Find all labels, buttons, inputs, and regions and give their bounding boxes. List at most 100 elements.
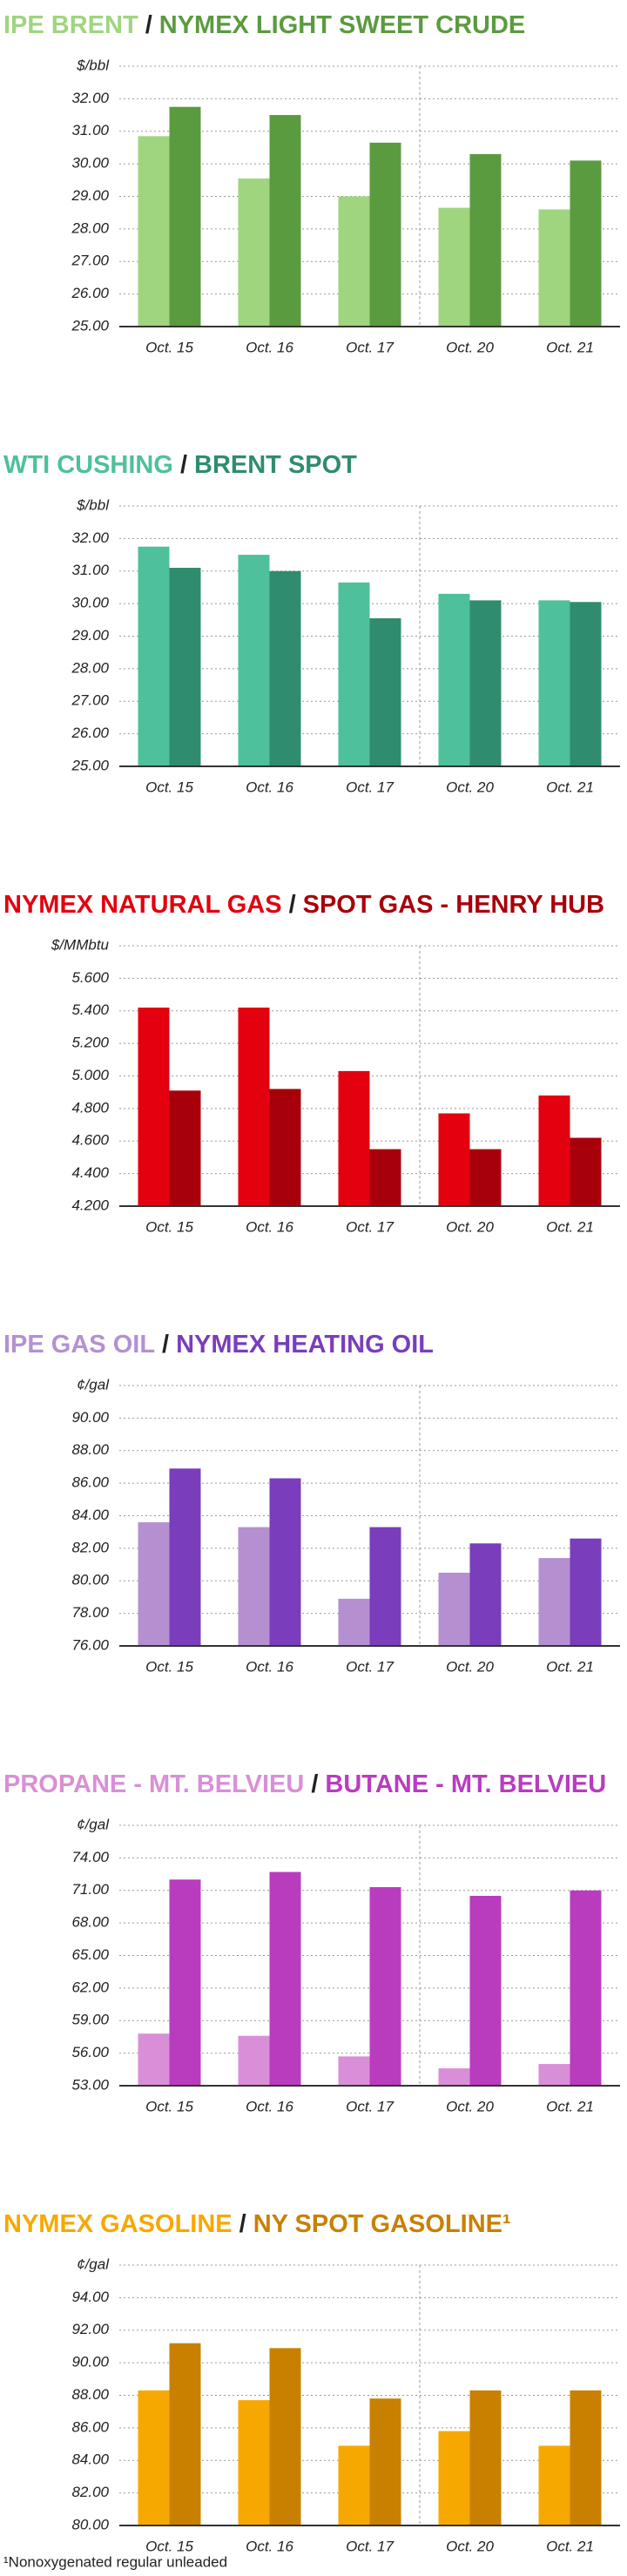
y-tick-label: 27.00 bbox=[71, 692, 109, 709]
x-tick-label: Oct. 20 bbox=[446, 1218, 494, 1235]
y-tick-label: 71.00 bbox=[71, 1881, 109, 1898]
x-tick-label: Oct. 20 bbox=[446, 339, 494, 355]
bar bbox=[169, 1879, 201, 2086]
y-tick-label: 26.00 bbox=[71, 285, 109, 301]
bar bbox=[438, 2068, 470, 2086]
y-tick-label: 68.00 bbox=[71, 1914, 109, 1931]
bar bbox=[538, 209, 570, 327]
chart-title: IPE BRENT / NYMEX LIGHT SWEET CRUDE bbox=[3, 11, 525, 39]
legend-entry: NY SPOT GASOLINE¹ bbox=[253, 2210, 511, 2238]
y-tick-label: 80.00 bbox=[71, 2516, 109, 2532]
legend-entry: BUTANE - MT. BELVIEU bbox=[325, 1770, 606, 1798]
bar bbox=[269, 1089, 301, 1206]
bar bbox=[469, 153, 502, 327]
y-tick-label: 78.00 bbox=[71, 1604, 109, 1621]
bar bbox=[469, 1149, 502, 1206]
y-tick-label: 29.00 bbox=[71, 187, 109, 204]
y-tick-label: 4.400 bbox=[71, 1164, 109, 1181]
bar bbox=[338, 196, 370, 327]
title-separator: / bbox=[162, 1331, 169, 1359]
x-tick-label: Oct. 15 bbox=[145, 2538, 193, 2554]
bar bbox=[138, 2390, 170, 2525]
y-tick-label: 82.00 bbox=[71, 2484, 109, 2500]
x-tick-label: Oct. 21 bbox=[546, 779, 594, 795]
bar bbox=[169, 1090, 201, 1206]
bar bbox=[469, 600, 502, 766]
x-tick-label: Oct. 21 bbox=[546, 2098, 594, 2114]
bar bbox=[338, 1070, 370, 1206]
bar bbox=[238, 2400, 270, 2525]
legend-entry: IPE GAS OIL bbox=[3, 1331, 155, 1359]
x-tick-label: Oct. 20 bbox=[446, 779, 494, 795]
legend-entry: SPOT GAS - HENRY HUB bbox=[303, 891, 604, 919]
y-tick-label: 28.00 bbox=[71, 219, 109, 236]
bar bbox=[138, 136, 170, 327]
bar bbox=[169, 568, 201, 766]
bar bbox=[369, 617, 401, 766]
unit-label: $/MMbtu bbox=[51, 936, 110, 953]
bar bbox=[169, 106, 201, 327]
bar bbox=[138, 1521, 170, 1646]
bar bbox=[238, 178, 270, 327]
x-tick-label: Oct. 21 bbox=[546, 2538, 594, 2554]
bar bbox=[570, 1137, 602, 1206]
x-tick-label: Oct. 17 bbox=[346, 2538, 394, 2554]
y-tick-label: 30.00 bbox=[71, 595, 109, 611]
y-tick-label: 88.00 bbox=[71, 1441, 109, 1458]
chart-title: NYMEX NATURAL GAS / SPOT GAS - HENRY HUB bbox=[3, 891, 604, 919]
y-tick-label: 80.00 bbox=[71, 1572, 109, 1588]
y-tick-label: 4.200 bbox=[71, 1197, 109, 1213]
bar bbox=[138, 546, 170, 766]
x-tick-label: Oct. 16 bbox=[246, 1218, 293, 1235]
y-tick-label: 28.00 bbox=[71, 659, 109, 676]
x-tick-label: Oct. 15 bbox=[145, 339, 193, 355]
bar bbox=[469, 1895, 502, 2086]
y-tick-label: 31.00 bbox=[71, 122, 109, 138]
y-tick-label: 65.00 bbox=[71, 1946, 109, 1963]
title-separator: / bbox=[289, 891, 296, 919]
y-tick-label: 59.00 bbox=[71, 2012, 109, 2028]
y-tick-label: 86.00 bbox=[71, 1474, 109, 1491]
y-tick-label: 76.00 bbox=[71, 1636, 109, 1653]
legend-entry: IPE BRENT bbox=[3, 11, 138, 39]
bar bbox=[538, 1095, 570, 1206]
x-tick-label: Oct. 21 bbox=[546, 1218, 594, 1235]
x-tick-label: Oct. 20 bbox=[446, 1658, 494, 1675]
bar bbox=[469, 2390, 502, 2525]
x-tick-label: Oct. 17 bbox=[346, 2098, 394, 2114]
x-tick-label: Oct. 16 bbox=[246, 339, 293, 355]
chart-title: PROPANE - MT. BELVIEU / BUTANE - MT. BELVI… bbox=[3, 1770, 606, 1798]
y-tick-label: 92.00 bbox=[71, 2321, 109, 2337]
x-tick-label: Oct. 20 bbox=[446, 2538, 494, 2554]
unit-label: ¢/gal bbox=[77, 1376, 110, 1393]
legend-entry: PROPANE - MT. BELVIEU bbox=[3, 1770, 304, 1798]
title-separator: / bbox=[239, 2210, 246, 2238]
x-tick-label: Oct. 16 bbox=[246, 2098, 293, 2114]
bar bbox=[269, 570, 301, 766]
bar bbox=[570, 1890, 602, 2086]
y-tick-label: 25.00 bbox=[71, 757, 109, 773]
bar bbox=[338, 582, 370, 766]
y-tick-label: 82.00 bbox=[71, 1539, 109, 1555]
chart-title: NYMEX GASOLINE / NY SPOT GASOLINE¹ bbox=[3, 2210, 511, 2238]
bar bbox=[238, 1008, 270, 1206]
x-tick-label: Oct. 15 bbox=[145, 1658, 193, 1675]
x-tick-label: Oct. 15 bbox=[145, 779, 193, 795]
y-tick-label: 29.00 bbox=[71, 627, 109, 644]
bar bbox=[538, 1558, 570, 1646]
legend-entry: NYMEX HEATING OIL bbox=[176, 1331, 434, 1359]
y-tick-label: 27.00 bbox=[71, 253, 109, 269]
y-tick-label: 94.00 bbox=[71, 2289, 109, 2305]
bar bbox=[438, 2431, 470, 2525]
legend-entry: NYMEX NATURAL GAS bbox=[3, 891, 282, 919]
y-tick-label: 90.00 bbox=[71, 1409, 109, 1426]
bar bbox=[570, 160, 602, 327]
bar bbox=[138, 1008, 170, 1206]
bar bbox=[338, 2056, 370, 2086]
bar bbox=[269, 115, 301, 327]
y-tick-label: 31.00 bbox=[71, 562, 109, 578]
legend-entry: NYMEX LIGHT SWEET CRUDE bbox=[159, 11, 526, 39]
x-tick-label: Oct. 16 bbox=[246, 779, 293, 795]
bar bbox=[238, 1527, 270, 1646]
